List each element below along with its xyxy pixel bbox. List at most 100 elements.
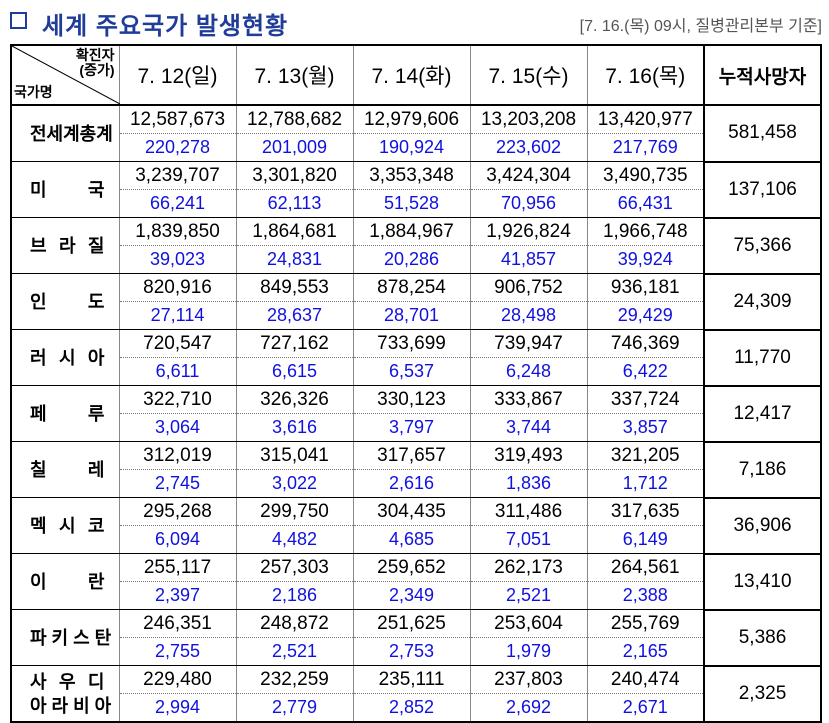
increase-cell: 1,979 xyxy=(469,637,588,666)
confirmed-cell: 248,872 xyxy=(235,609,354,638)
increase-cell: 220,278 xyxy=(118,133,237,162)
increase-cell: 66,431 xyxy=(586,189,705,218)
deaths-header: 누적사망자 xyxy=(703,44,822,106)
increase-cell: 2,186 xyxy=(235,581,354,610)
country-name: 칠 레 xyxy=(30,459,105,480)
deaths-cell: 7,186 xyxy=(703,441,822,499)
increase-cell: 2,397 xyxy=(118,581,237,610)
increase-row: 2,745 3,022 2,616 1,836 1,712 xyxy=(11,469,821,498)
source-note: [7. 16.(목) 09시, 질병관리본부 기준] xyxy=(579,18,822,35)
increase-cell: 20,286 xyxy=(352,245,471,274)
increase-row: 2,397 2,186 2,349 2,521 2,388 xyxy=(11,581,821,610)
country-name: 전세계총계 xyxy=(30,123,113,144)
confirmed-row: 파 키 스 탄 246,351 248,872 251,625 253,604 255,7… xyxy=(10,609,822,667)
corner-sub-label: (증가) xyxy=(79,62,115,78)
country-cell: 파 키 스 탄 xyxy=(10,609,120,666)
confirmed-cell: 255,769 xyxy=(586,609,705,638)
confirmed-row: 멕 시 코 295,268 299,750 304,435 311,486 317,635… xyxy=(10,497,822,555)
increase-cell: 190,924 xyxy=(352,133,471,162)
increase-cell: 6,422 xyxy=(586,357,705,386)
corner-cell: 확진자 (증가) 국가명 xyxy=(10,44,120,106)
increase-cell: 3,616 xyxy=(235,413,354,442)
confirmed-cell: 3,424,304 xyxy=(469,161,588,190)
confirmed-cell: 330,123 xyxy=(352,385,471,414)
confirmed-cell: 1,884,967 xyxy=(352,217,471,246)
confirmed-cell: 906,752 xyxy=(469,273,588,302)
increase-cell: 3,022 xyxy=(235,469,354,498)
confirmed-row: 브 라 질 1,839,850 1,864,681 1,884,967 1,926,82… xyxy=(10,217,822,275)
confirmed-cell: 3,353,348 xyxy=(352,161,471,190)
deaths-cell: 75,366 xyxy=(703,217,822,275)
increase-cell: 2,994 xyxy=(118,693,237,723)
increase-cell: 2,349 xyxy=(352,581,471,610)
increase-cell: 2,779 xyxy=(235,693,354,723)
confirmed-cell: 237,803 xyxy=(469,665,588,694)
confirmed-cell: 13,420,977 xyxy=(586,105,705,134)
deaths-cell: 11,770 xyxy=(703,329,822,387)
square-bullet xyxy=(10,12,27,29)
increase-row: 3,064 3,616 3,797 3,744 3,857 xyxy=(11,413,821,442)
increase-cell: 2,521 xyxy=(469,581,588,610)
country-cell: 이 란 xyxy=(10,553,120,610)
deaths-cell: 13,410 xyxy=(703,553,822,611)
confirmed-cell: 312,019 xyxy=(118,441,237,470)
country-cell: 전세계총계 xyxy=(10,105,120,162)
increase-cell: 24,831 xyxy=(235,245,354,274)
increase-cell: 51,528 xyxy=(352,189,471,218)
increase-cell: 39,023 xyxy=(118,245,237,274)
confirmed-cell: 12,788,682 xyxy=(235,105,354,134)
increase-cell: 2,755 xyxy=(118,637,237,666)
date-header: 7. 15(수) xyxy=(469,44,588,106)
corner-top: 확진자 (증가) xyxy=(76,48,115,78)
country-cell: 미 국 xyxy=(10,161,120,218)
country-name: 아 라 비 아 xyxy=(30,695,112,716)
country-name: 파 키 스 탄 xyxy=(30,627,112,648)
confirmed-cell: 229,480 xyxy=(118,665,237,694)
confirmed-cell: 849,553 xyxy=(235,273,354,302)
confirmed-row: 이 란 255,117 257,303 259,652 262,173 264,561 13… xyxy=(10,553,822,611)
deaths-cell: 581,458 xyxy=(703,105,822,163)
confirmed-cell: 235,111 xyxy=(352,665,471,694)
increase-cell: 2,753 xyxy=(352,637,471,666)
country-name: 브 라 질 xyxy=(30,235,105,256)
confirmed-cell: 1,864,681 xyxy=(235,217,354,246)
increase-cell: 4,685 xyxy=(352,525,471,554)
confirmed-cell: 264,561 xyxy=(586,553,705,582)
confirmed-cell: 739,947 xyxy=(469,329,588,358)
increase-cell: 1,836 xyxy=(469,469,588,498)
corner-bottom-label: 국가명 xyxy=(14,84,53,100)
increase-cell: 2,745 xyxy=(118,469,237,498)
confirmed-cell: 315,041 xyxy=(235,441,354,470)
confirmed-row: 인 도 820,916 849,553 878,254 906,752 936,181 24… xyxy=(10,273,822,331)
confirmed-row: 러 시 아 720,547 727,162 733,699 739,947 746,369… xyxy=(10,329,822,387)
header-row: 확진자 (증가) 국가명 7. 12(일) 7. 13(월) 7. 14(화) 7. 1… xyxy=(10,44,822,106)
confirmed-cell: 255,117 xyxy=(118,553,237,582)
country-name: 러 시 아 xyxy=(30,347,105,368)
confirmed-cell: 321,205 xyxy=(586,441,705,470)
confirmed-cell: 1,839,850 xyxy=(118,217,237,246)
increase-cell: 6,615 xyxy=(235,357,354,386)
confirmed-cell: 259,652 xyxy=(352,553,471,582)
confirmed-row: 미 국 3,239,707 3,301,820 3,353,348 3,424,304 3… xyxy=(10,161,822,219)
confirmed-cell: 311,486 xyxy=(469,497,588,526)
confirmed-cell: 727,162 xyxy=(235,329,354,358)
confirmed-cell: 3,239,707 xyxy=(118,161,237,190)
increase-row: 27,114 28,637 28,701 28,498 29,429 xyxy=(11,301,821,330)
increase-row: 2,755 2,521 2,753 1,979 2,165 xyxy=(11,637,821,666)
confirmed-row: 페 루 322,710 326,326 330,123 333,867 337,724 12… xyxy=(10,385,822,443)
increase-cell: 3,064 xyxy=(118,413,237,442)
country-cell: 러 시 아 xyxy=(10,329,120,386)
corner-diagonal xyxy=(12,46,120,104)
increase-cell: 7,051 xyxy=(469,525,588,554)
date-header: 7. 13(월) xyxy=(235,44,354,106)
confirmed-cell: 733,699 xyxy=(352,329,471,358)
confirmed-cell: 326,326 xyxy=(235,385,354,414)
increase-cell: 1,712 xyxy=(586,469,705,498)
confirmed-cell: 251,625 xyxy=(352,609,471,638)
increase-row: 66,241 62,113 51,528 70,956 66,431 xyxy=(11,189,821,218)
increase-cell: 6,248 xyxy=(469,357,588,386)
increase-row: 220,278 201,009 190,924 223,602 217,769 xyxy=(11,133,821,162)
increase-cell: 2,692 xyxy=(469,693,588,723)
